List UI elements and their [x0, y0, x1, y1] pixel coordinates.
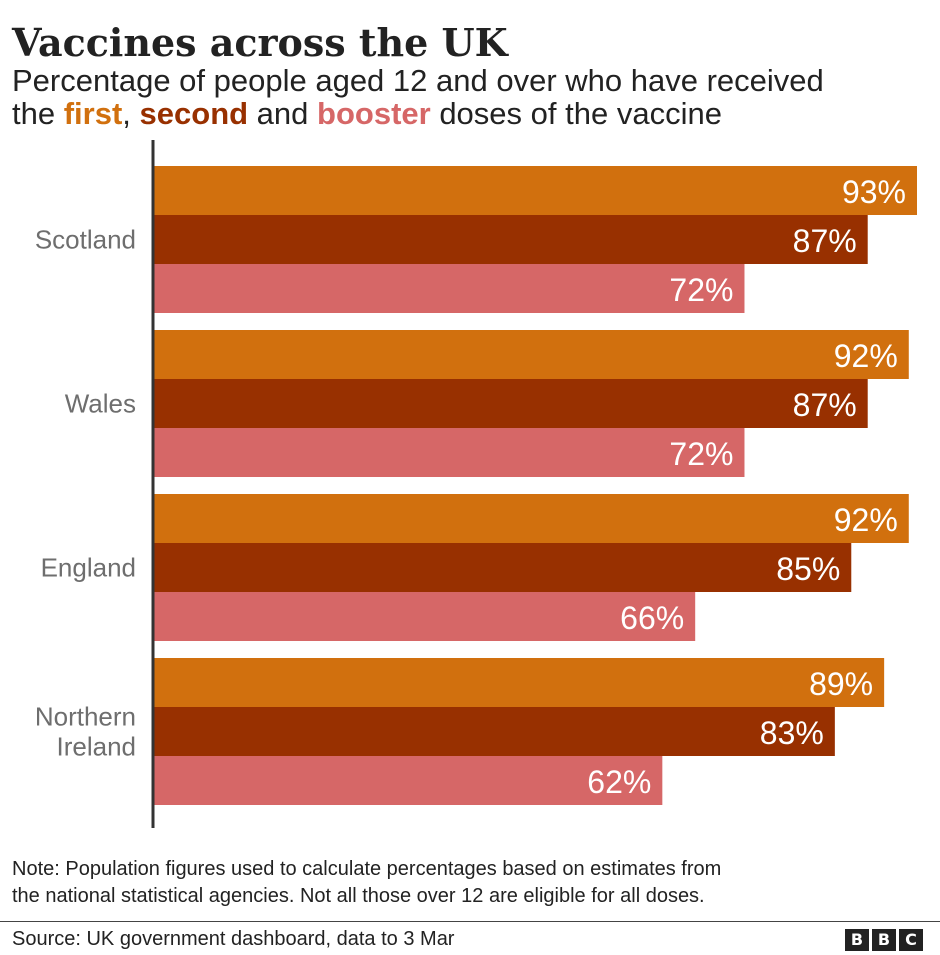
data-label-second-3: 83%: [760, 715, 824, 751]
logo-letter-1: B: [845, 929, 869, 951]
data-label-booster-0: 72%: [669, 272, 733, 308]
source-text: Source: UK government dashboard, data to…: [12, 928, 455, 950]
data-label-first-2: 92%: [834, 502, 898, 538]
chart-note: Note: Population figures used to calcula…: [12, 856, 721, 910]
data-label-booster-1: 72%: [669, 436, 733, 472]
legend-booster: booster: [317, 96, 431, 131]
subtitle-line-1: Percentage of people aged 12 and over wh…: [12, 63, 824, 98]
category-label-2: England: [41, 553, 136, 583]
bar-booster-0: [153, 264, 745, 313]
legend-second: second: [139, 96, 249, 131]
bar-booster-1: [153, 428, 745, 477]
logo-letter-3: C: [899, 929, 923, 951]
data-label-first-0: 93%: [842, 174, 906, 210]
data-label-first-3: 89%: [809, 666, 873, 702]
subtitle-post: doses of the vaccine: [430, 96, 722, 131]
bar-booster-2: [153, 592, 696, 641]
bar-booster-3: [153, 756, 663, 805]
chart-title: Vaccines across the UK: [12, 20, 508, 65]
category-label-0: Scotland: [35, 225, 136, 255]
footer-divider: [0, 921, 940, 922]
note-line-1: Note: Population figures used to calcula…: [12, 858, 722, 880]
data-label-second-2: 85%: [776, 551, 840, 587]
data-label-second-1: 87%: [793, 387, 857, 423]
bar-second-2: [153, 543, 852, 592]
bar-chart: 93% 87% 72% Scotland 92% 87% 72% Wales 92% 85% 66%…: [35, 140, 917, 828]
logo-letter-2: B: [872, 929, 896, 951]
note-line-2: the national statistical agencies. Not a…: [12, 885, 705, 907]
legend-first: first: [63, 96, 123, 131]
bbc-logo: B B C: [845, 929, 923, 951]
data-label-booster-2: 66%: [620, 600, 684, 636]
data-label-second-0: 87%: [793, 223, 857, 259]
chart-subtitle: Percentage of people aged 12 and over wh…: [12, 64, 824, 130]
bar-second-1: [153, 379, 868, 428]
bar-second-0: [153, 215, 868, 264]
bar-second-3: [153, 707, 835, 756]
data-label-booster-3: 62%: [587, 764, 651, 800]
data-label-first-1: 92%: [834, 338, 898, 374]
category-label-1: Wales: [65, 389, 136, 419]
bar-first-0: [153, 166, 917, 215]
bar-first-1: [153, 330, 909, 379]
bar-first-2: [153, 494, 909, 543]
subtitle-pre: the: [12, 96, 64, 131]
subtitle-comma: ,: [122, 96, 140, 131]
category-label-3: Northern Ireland: [35, 702, 136, 762]
subtitle-and: and: [248, 96, 318, 131]
bar-first-3: [153, 658, 885, 707]
